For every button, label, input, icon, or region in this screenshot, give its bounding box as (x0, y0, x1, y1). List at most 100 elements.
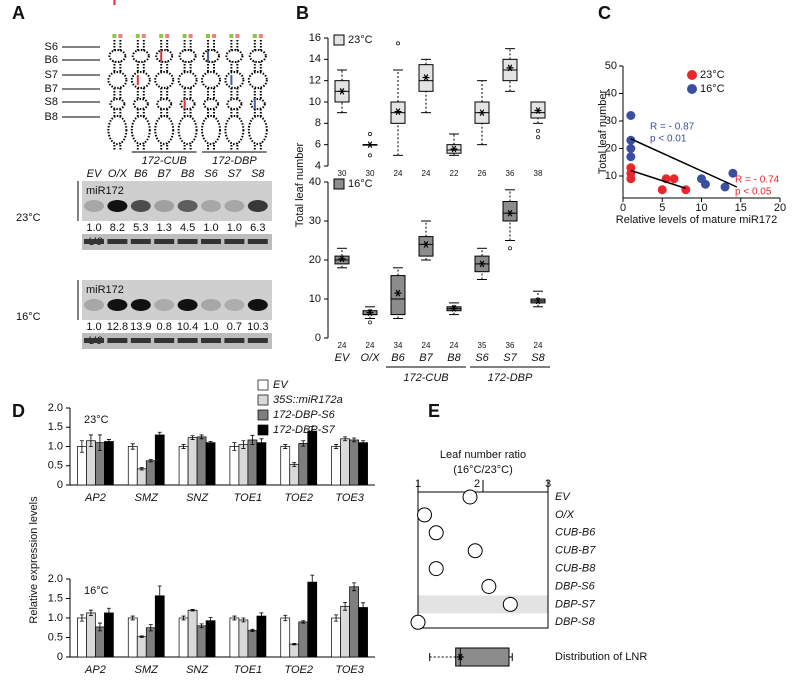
blot (82, 234, 272, 250)
level-label: 12.8 (107, 321, 128, 333)
level-label: 10.4 (177, 321, 198, 333)
bar (95, 626, 105, 658)
x-axis-label: Relative levels of mature miR172 (616, 214, 777, 226)
error-bar (208, 441, 213, 445)
hairpin-loop (107, 115, 128, 145)
blot-band (201, 200, 221, 212)
x-tick-label: TOE2 (284, 664, 313, 676)
n-label: 36 (506, 341, 515, 350)
y-tick-label: 30 (605, 115, 617, 127)
error-bar (250, 434, 255, 445)
mean (534, 297, 542, 305)
y-tick-label: 0 (57, 651, 63, 663)
bar (340, 438, 350, 486)
blot-band (107, 299, 128, 311)
x-tick-label: B6 (391, 352, 405, 364)
mean (456, 653, 464, 661)
blot-band (177, 299, 198, 311)
x-tick-label: 5 (659, 202, 665, 214)
hairpin-loop (130, 71, 151, 89)
error-bar (181, 444, 186, 449)
y-tick-label: 10 (605, 170, 617, 182)
n-label: 30 (338, 169, 347, 178)
point (626, 111, 636, 120)
level-label: 0.7 (227, 321, 242, 333)
error-bar (199, 434, 204, 440)
level-label: 1.0 (86, 321, 101, 333)
y-tick-label: 20 (309, 254, 321, 266)
blot-band (130, 200, 151, 212)
mean (506, 64, 514, 72)
outlier (368, 320, 372, 325)
level-label: 1.0 (227, 222, 242, 234)
mean (506, 209, 514, 217)
box (418, 236, 434, 257)
bar (349, 439, 359, 486)
level-label: 5.3 (133, 222, 148, 234)
hairpin-label: B8 (45, 111, 58, 123)
hairpin-loop (130, 115, 151, 145)
bar (289, 643, 300, 658)
hairpin-label: S6 (45, 41, 58, 53)
bar (178, 446, 189, 486)
category-label: DBP-S6 (555, 580, 596, 592)
category-label: CUB-B6 (555, 527, 596, 539)
bar (358, 607, 368, 658)
category-label: DBP-S7 (555, 598, 596, 610)
x-tick-label: SNZ (186, 664, 209, 676)
x-tick-label: S8 (531, 352, 545, 364)
point (720, 182, 730, 192)
temperature-label: 23°C (16, 212, 41, 224)
blot-band (177, 338, 198, 343)
error-bar (88, 609, 93, 617)
y-tick-label: 6 (315, 139, 321, 151)
category-label: CUB-B7 (555, 545, 596, 557)
error-bar (310, 574, 315, 590)
error-bar (232, 442, 237, 451)
annotation: p < 0.05 (735, 187, 772, 198)
error-bar (181, 615, 186, 621)
hairpin-loop (177, 115, 198, 145)
y-tick-label: 8 (315, 117, 321, 129)
hairpin-loop (247, 71, 268, 89)
y-tick-label: 2.0 (48, 573, 63, 585)
y-tick-label: 1.0 (48, 440, 63, 452)
y-tick-label: 10 (309, 293, 321, 305)
error-bar (199, 623, 204, 629)
error-bar (283, 614, 288, 622)
legend-label: 172-DBP-S7 (273, 424, 336, 436)
n-label: 24 (366, 341, 375, 350)
chart-subtitle: (16°C/23°C) (453, 464, 513, 476)
y-tick-label: 0 (315, 332, 321, 344)
hairpin-loop (156, 98, 173, 110)
mean (450, 305, 458, 312)
hairpin-loop (226, 98, 243, 110)
blot-band (107, 338, 128, 343)
annotation: p < 0.01 (650, 134, 687, 145)
lane-label: S7 (228, 168, 242, 180)
dot (428, 525, 444, 541)
x-tick-label: TOE1 (234, 664, 263, 676)
y-tick-label: 12 (309, 75, 321, 87)
error-bar (97, 622, 102, 632)
group-label: 172-CUB (403, 372, 448, 384)
level-label: 1.0 (203, 222, 218, 234)
y-tick-label: 1.0 (48, 612, 63, 624)
lane-label: B6 (134, 168, 148, 180)
hairpin-loop (107, 71, 128, 89)
hairpin-loop (247, 115, 268, 145)
hairpin-cap (258, 34, 263, 38)
point (626, 174, 636, 184)
hairpin-cap (212, 34, 216, 38)
blot-band (177, 200, 198, 212)
group-label: 172-DBP (212, 155, 257, 167)
point (657, 185, 667, 195)
distribution-label: Distribution of LNR (555, 651, 647, 663)
point (626, 152, 636, 162)
bar (196, 625, 207, 658)
hairpin-loop (224, 71, 245, 89)
bar (307, 430, 318, 486)
mean (422, 74, 430, 81)
blot-band (84, 200, 104, 212)
blot-band (201, 338, 221, 343)
